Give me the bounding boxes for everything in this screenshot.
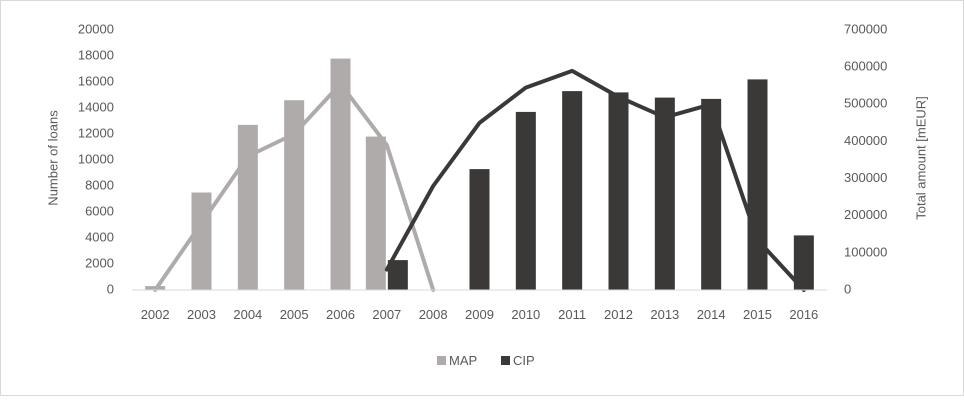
bar-cip	[562, 91, 583, 290]
bar-map	[237, 124, 258, 291]
legend-swatch-cip	[501, 356, 510, 365]
y2-tick-label: 600000	[844, 59, 887, 74]
y-tick-label: 0	[107, 281, 114, 296]
legend-label-cip: CIP	[513, 353, 535, 368]
y2-axis-title: Total amount [mEUR]	[913, 96, 928, 220]
y2-tick-label: 200000	[844, 207, 887, 222]
y2-tick-label: 700000	[844, 21, 887, 36]
bar-cip	[793, 235, 814, 290]
bar-cip	[654, 97, 675, 290]
bars-layer	[145, 58, 814, 291]
x-tick-label: 2002	[141, 307, 170, 322]
bar-cip	[469, 169, 490, 290]
bar-map	[284, 100, 305, 290]
x-tick-label: 2015	[743, 307, 772, 322]
bar-map	[330, 58, 351, 290]
y-tick-label: 6000	[85, 203, 114, 218]
bar-cip	[515, 111, 536, 291]
y2-tick-label: 500000	[844, 96, 887, 111]
y2-tick-labels: 0 100000 200000 300000 400000 500000 600000 700…	[844, 21, 887, 296]
y2-tick-label: 0	[844, 281, 851, 296]
y-tick-label: 16000	[78, 73, 114, 88]
y-tick-label: 20000	[78, 21, 114, 36]
x-tick-label: 2006	[326, 307, 355, 322]
x-tick-label: 2009	[465, 307, 494, 322]
y-axis-title: Number of loans	[45, 110, 60, 206]
x-tick-label: 2007	[372, 307, 401, 322]
y-tick-label: 14000	[78, 99, 114, 114]
y-tick-labels: 0 2000 4000 6000 8000 10000 12000 14000 16000 180…	[78, 21, 114, 296]
x-tick-label: 2008	[419, 307, 448, 322]
line-series-1	[153, 81, 436, 292]
x-tick-label: 2011	[558, 307, 586, 322]
x-tick-label: 2010	[511, 307, 540, 322]
bar-cip	[608, 92, 629, 291]
bar-cip	[701, 98, 722, 291]
lines-layer	[153, 68, 806, 292]
bar-map	[191, 192, 212, 290]
x-tick-label: 2005	[280, 307, 309, 322]
y-tick-label: 8000	[85, 177, 114, 192]
x-tick-label: 2004	[233, 307, 262, 322]
x-tick-label: 2016	[789, 307, 818, 322]
y-tick-label: 18000	[78, 47, 114, 62]
legend: MAP CIP	[437, 353, 535, 368]
bar-cip	[747, 79, 768, 291]
x-tick-label: 2013	[650, 307, 679, 322]
bar-map	[365, 136, 386, 290]
legend-swatch-map	[437, 356, 446, 365]
x-tick-label: 2012	[604, 307, 633, 322]
y-tick-label: 2000	[85, 255, 114, 270]
line-series-2	[384, 68, 806, 292]
y2-tick-label: 300000	[844, 170, 887, 185]
y2-tick-label: 400000	[844, 133, 887, 148]
x-tick-label: 2003	[187, 307, 216, 322]
y-tick-label: 4000	[85, 229, 114, 244]
x-tick-label: 2014	[697, 307, 726, 322]
legend-label-map: MAP	[449, 353, 477, 368]
y-tick-label: 10000	[78, 151, 114, 166]
bar-cip	[387, 260, 408, 290]
y-tick-label: 12000	[78, 125, 114, 140]
y2-tick-label: 100000	[844, 244, 887, 259]
x-tick-labels: 2002 2003 2004 2005 2006 2007 2008 2009 2010 2011…	[141, 307, 819, 322]
